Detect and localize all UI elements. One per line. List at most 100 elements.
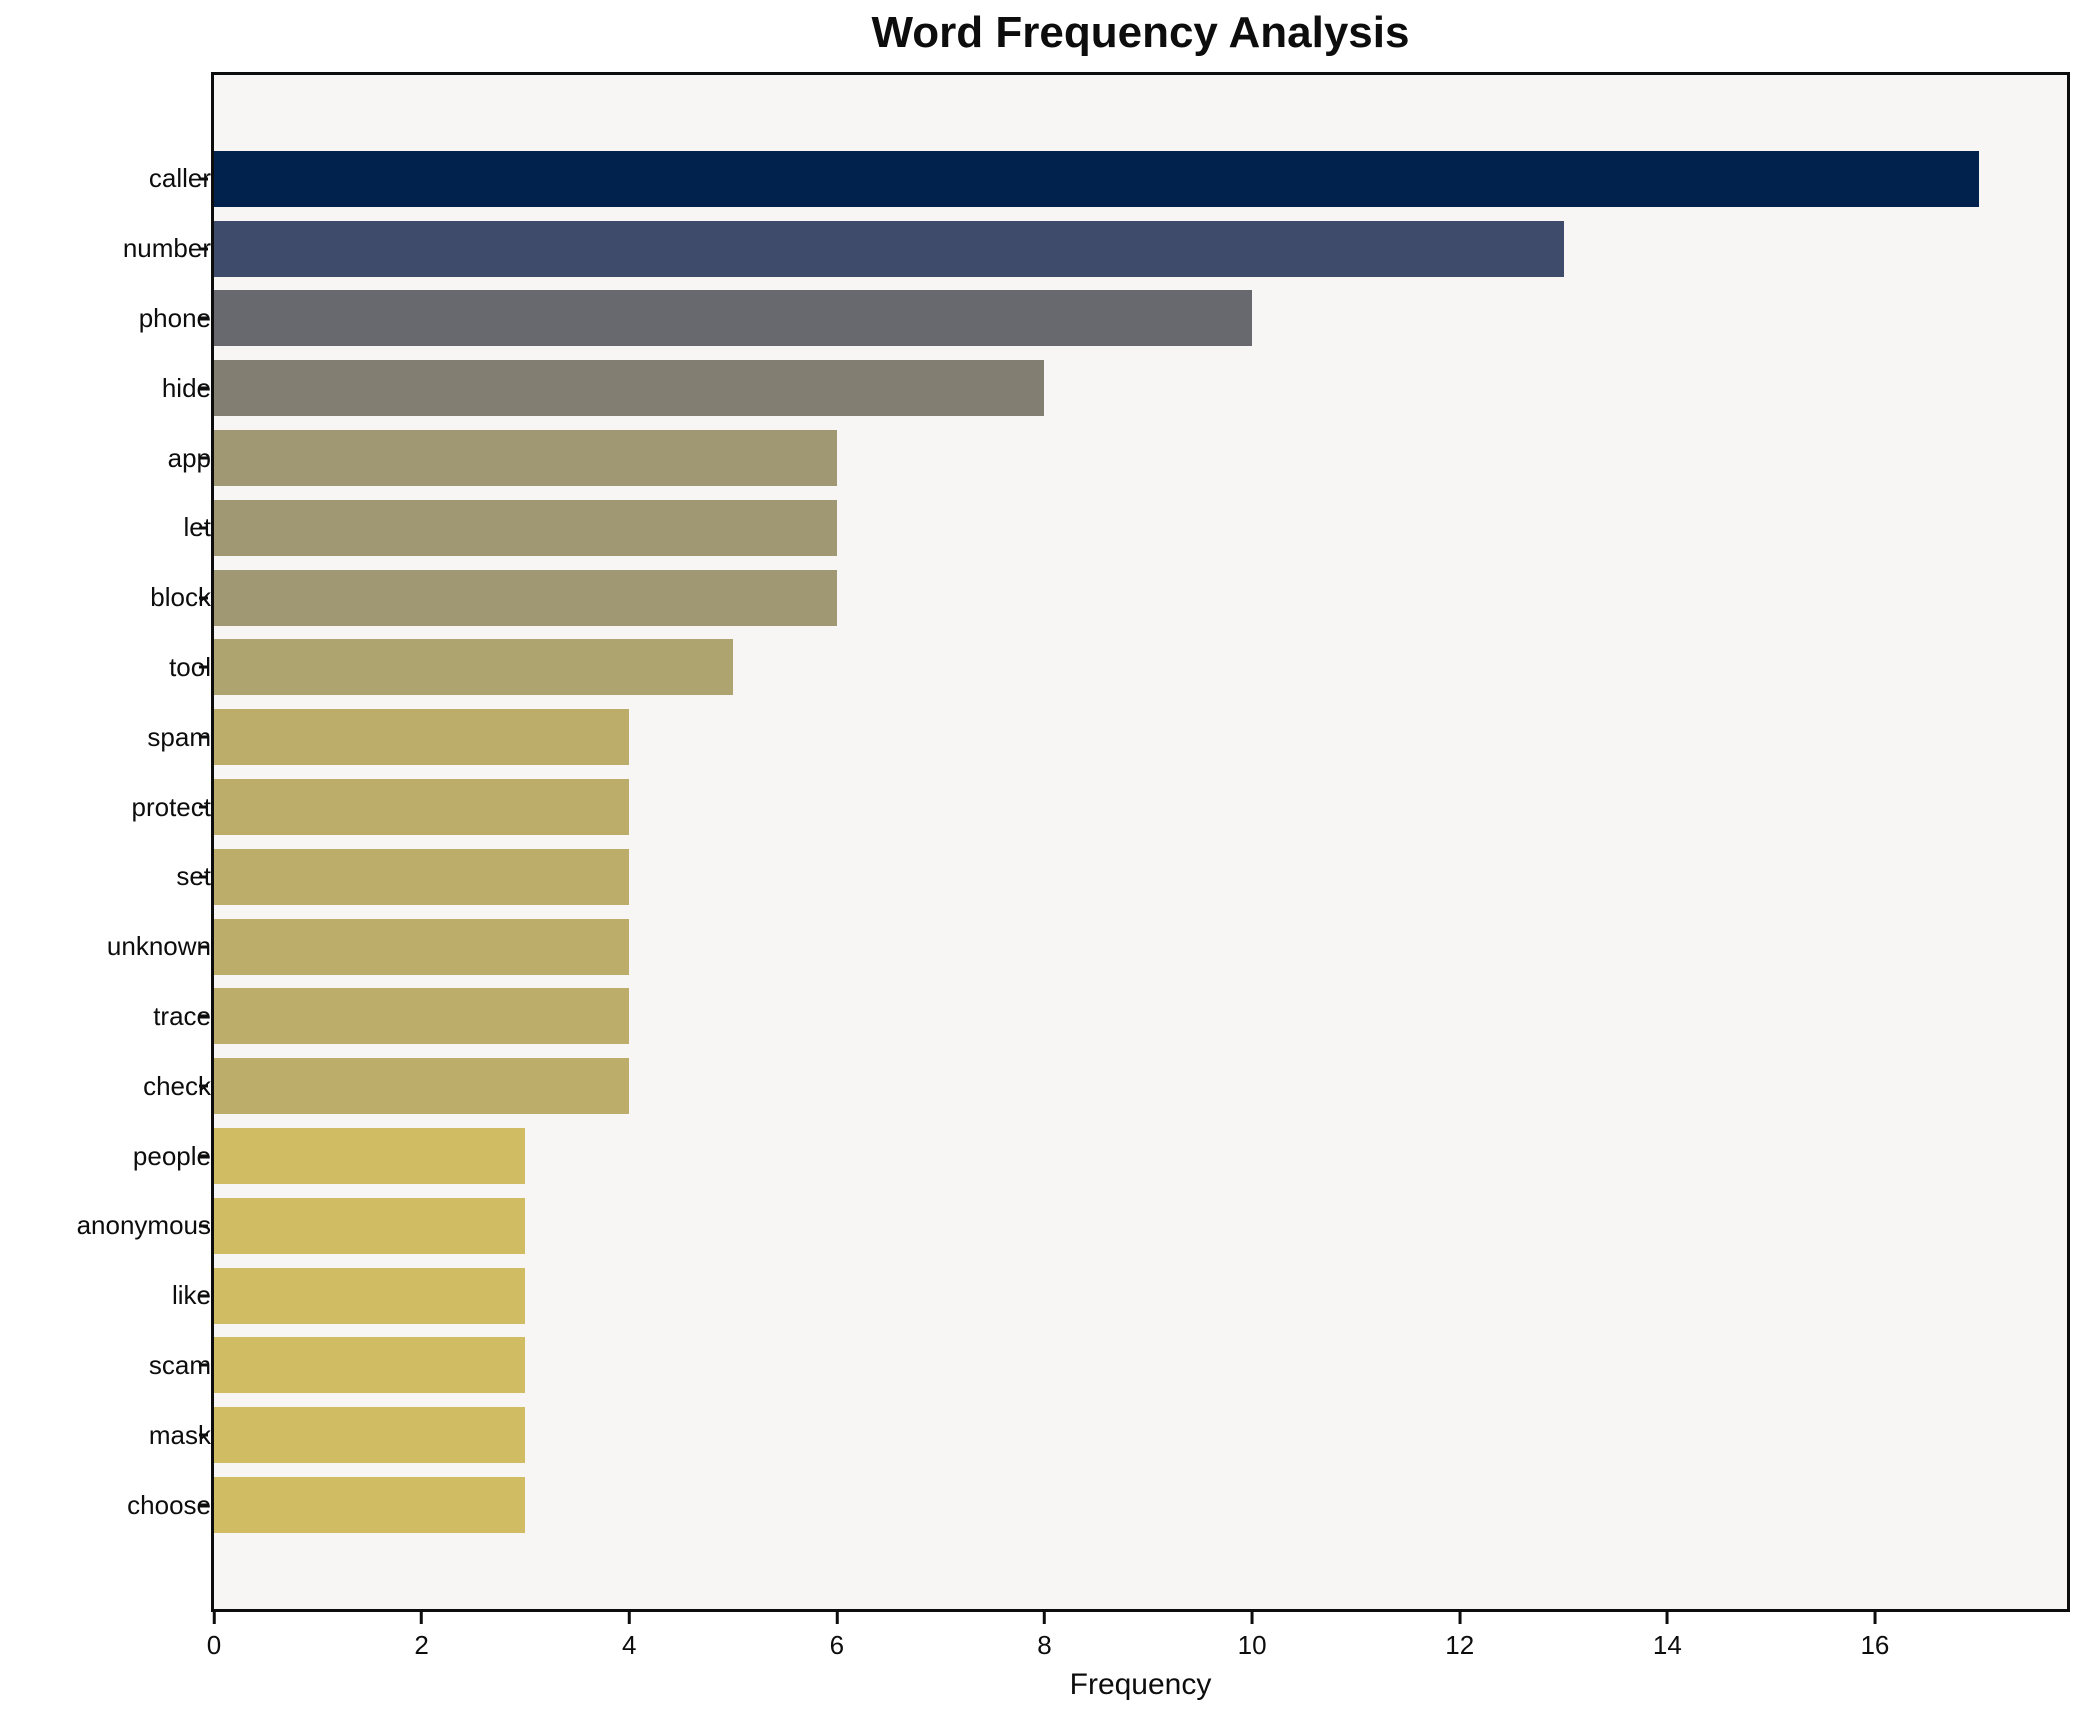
x-tick-label: 8 [1037, 1630, 1052, 1660]
x-tick-mark [1665, 1612, 1669, 1624]
y-label-mask: mask [148, 1419, 211, 1450]
y-tick-mark [199, 456, 208, 460]
y-label-unknown: unknown [106, 931, 211, 962]
y-tick-mark [199, 1084, 208, 1088]
x-tick-label: 16 [1860, 1630, 1890, 1660]
y-tick-mark [199, 805, 208, 809]
bar-row [214, 214, 2067, 284]
x-tick-label: 12 [1445, 1630, 1475, 1660]
bar-row [214, 1191, 2067, 1261]
y-label-check: check [143, 1070, 211, 1101]
y-tick-mark [199, 316, 208, 320]
bar-unknown [214, 918, 630, 975]
bar-mask [214, 1407, 526, 1464]
x-tick-mark [835, 1612, 839, 1624]
x-tick-label: 2 [414, 1630, 429, 1660]
x-tick-mark [212, 1612, 216, 1624]
y-label-caller: caller [148, 163, 211, 194]
bar-row [214, 1470, 2067, 1540]
y-label-app: app [167, 442, 211, 473]
bar-row [214, 423, 2067, 493]
y-tick-mark [199, 526, 208, 530]
y-label-hide: hide [161, 372, 211, 403]
bar-row [214, 144, 2067, 214]
bar-row [214, 353, 2067, 423]
x-tick-10: 10 [1238, 1612, 1267, 1661]
y-tick-mark [199, 1503, 208, 1507]
bar-row [214, 772, 2067, 842]
bar-row [214, 912, 2067, 982]
x-tick-label: 14 [1652, 1630, 1682, 1660]
x-tick-mark [1873, 1612, 1877, 1624]
y-tick-mark [199, 1014, 208, 1018]
bar-row [214, 842, 2067, 912]
y-label-choose: choose [127, 1489, 211, 1520]
chart-title: Word Frequency Analysis [871, 8, 1410, 57]
y-tick-mark [199, 177, 208, 181]
y-tick-mark [199, 247, 208, 251]
y-label-anonymous: anonymous [76, 1210, 211, 1241]
bar-anonymous [214, 1197, 526, 1254]
y-label-phone: phone [138, 302, 211, 333]
y-label-protect: protect [131, 791, 212, 822]
bar-row [214, 1331, 2067, 1401]
bar-row [214, 1400, 2067, 1470]
y-tick-mark [199, 665, 208, 669]
x-tick-4: 4 [622, 1612, 636, 1661]
x-tick-2: 2 [414, 1612, 429, 1661]
y-label-spam: spam [147, 721, 211, 752]
y-label-people: people [132, 1140, 211, 1171]
x-tick-label: 0 [206, 1630, 222, 1660]
bar-number [214, 220, 1564, 277]
x-tick-mark [420, 1612, 424, 1624]
x-tick-12: 12 [1445, 1612, 1474, 1661]
bar-protect [214, 779, 630, 836]
bar-row [214, 982, 2067, 1052]
bar-scam [214, 1337, 526, 1394]
x-tick-14: 14 [1653, 1612, 1682, 1661]
y-label-trace: trace [153, 1000, 211, 1031]
bar-check [214, 1058, 630, 1115]
bar-row [214, 493, 2067, 563]
y-tick-mark [199, 945, 208, 949]
y-tick-mark [199, 875, 208, 879]
y-label-set: set [176, 861, 211, 892]
plot-area [211, 72, 2070, 1612]
x-tick-6: 6 [830, 1612, 844, 1661]
y-label-block: block [150, 582, 211, 613]
y-tick-mark [199, 386, 208, 390]
y-tick-mark [199, 735, 208, 739]
bar-row [214, 1051, 2067, 1121]
bar-let [214, 499, 837, 556]
bar-phone [214, 290, 1253, 347]
x-tick-label: 4 [622, 1630, 637, 1660]
y-label-tool: tool [169, 651, 211, 682]
bar-spam [214, 709, 630, 766]
y-tick-mark [199, 1294, 208, 1298]
bar-row [214, 563, 2067, 633]
y-label-scam: scam [148, 1349, 211, 1380]
x-tick-8: 8 [1037, 1612, 1052, 1661]
y-tick-mark [199, 1224, 208, 1228]
bar-caller [214, 150, 1979, 207]
bar-people [214, 1128, 526, 1185]
x-tick-16: 16 [1860, 1612, 1889, 1661]
y-tick-mark [199, 1433, 208, 1437]
bar-trace [214, 988, 630, 1045]
bar-row [214, 284, 2067, 354]
y-tick-mark [199, 1363, 208, 1367]
y-label-let: let [183, 512, 211, 543]
x-tick-mark [1250, 1612, 1254, 1624]
bar-app [214, 430, 837, 487]
x-axis-label: Frequency [1069, 1668, 1212, 1701]
x-tick-0: 0 [207, 1612, 221, 1661]
bar-row [214, 1261, 2067, 1331]
x-tick-label: 6 [829, 1630, 845, 1660]
x-tick-mark [627, 1612, 631, 1624]
y-tick-mark [199, 596, 208, 600]
bar-set [214, 848, 630, 905]
bar-like [214, 1267, 526, 1324]
bar-row [214, 633, 2067, 703]
bar-block [214, 569, 837, 626]
